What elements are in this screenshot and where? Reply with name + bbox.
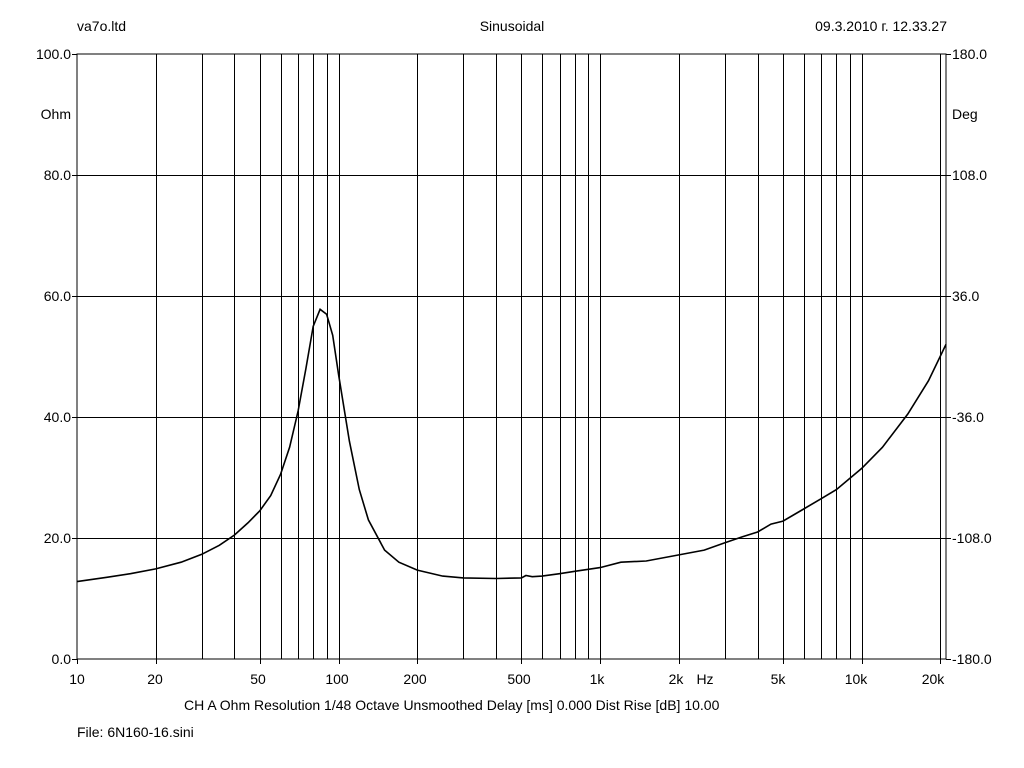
x-tick-label-5k: 5k xyxy=(770,671,786,687)
file-name: File: 6N160-16.sini xyxy=(77,724,194,740)
y2-tick-label-36: 36.0 xyxy=(952,288,980,304)
y2-tick-label-minus-36: -36.0 xyxy=(952,409,984,425)
y2-tick-label-minus-180: -180.0 xyxy=(952,651,992,667)
axis-ticks xyxy=(72,54,951,664)
x-tick-label-10k: 10k xyxy=(844,671,868,687)
header-left-label: va7o.ltd xyxy=(77,18,127,34)
y-tick-label-40: 40.0 xyxy=(43,409,71,425)
grid-lines xyxy=(77,54,946,659)
x-tick-label-10: 10 xyxy=(69,671,85,687)
x-axis-unit-label: Hz xyxy=(696,671,714,687)
y-axis-unit-label: Ohm xyxy=(40,106,71,122)
x-tick-label-500: 500 xyxy=(507,671,531,687)
x-tick-label-100: 100 xyxy=(325,671,349,687)
x-tick-label-50: 50 xyxy=(250,671,266,687)
x-tick-label-2k: 2k xyxy=(668,671,684,687)
x-tick-label-1k: 1k xyxy=(589,671,605,687)
y-tick-label-0: 0.0 xyxy=(51,651,71,667)
x-tick-label-20: 20 xyxy=(147,671,163,687)
y-tick-label-100: 100.0 xyxy=(35,46,71,62)
y-tick-label-80: 80.0 xyxy=(43,167,71,183)
x-tick-label-200: 200 xyxy=(403,671,427,687)
header-title: Sinusoidal xyxy=(479,18,545,34)
y2-tick-label-minus-108: -108.0 xyxy=(952,530,992,546)
y2-axis-unit-label: Deg xyxy=(952,106,978,122)
y2-tick-label-180: 180.0 xyxy=(952,46,988,62)
channel-info: CH A Ohm Resolution 1/48 Octave Unsmooth… xyxy=(184,697,720,713)
plot-frame xyxy=(76,53,947,660)
header-date: 09.3.2010 г. 12.33.27 xyxy=(815,18,947,34)
y-tick-label-60: 60.0 xyxy=(43,288,71,304)
y-tick-label-20: 20.0 xyxy=(43,530,71,546)
x-tick-label-20k: 20k xyxy=(921,671,945,687)
impedance-curve xyxy=(76,308,947,583)
y2-tick-label-108: 108.0 xyxy=(952,167,988,183)
